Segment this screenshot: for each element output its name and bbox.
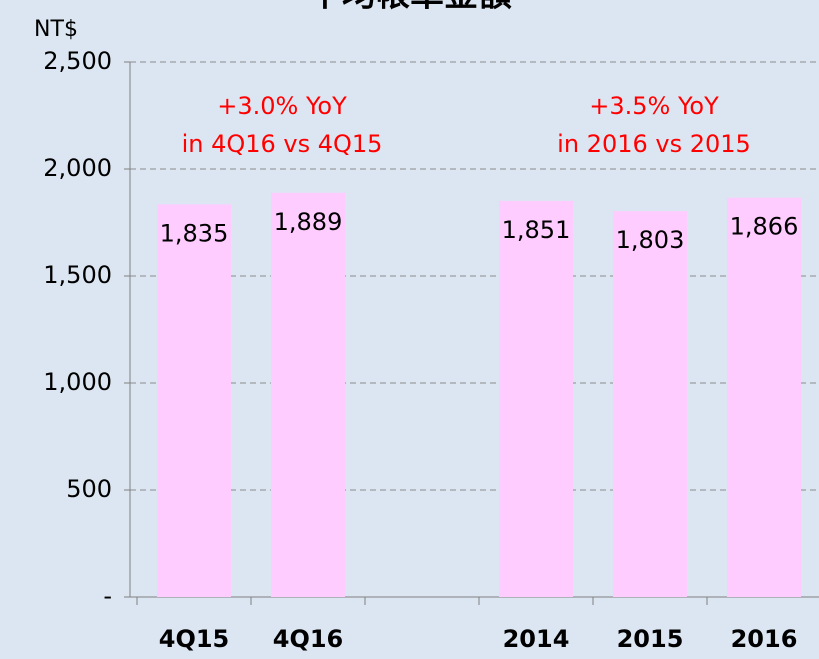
annotation: in 2016 vs 2015 xyxy=(557,130,751,158)
y-tick-label: 500 xyxy=(66,475,112,503)
data-label: 1,889 xyxy=(274,208,343,236)
chart-title: 平均帳單金額 xyxy=(308,0,512,15)
y-tick-label: 2,500 xyxy=(43,47,112,75)
bar xyxy=(157,204,231,597)
bar xyxy=(271,192,345,597)
x-tick-label: 4Q15 xyxy=(159,625,230,653)
y-tick-label: - xyxy=(103,582,112,610)
x-tick-label: 4Q16 xyxy=(273,625,344,653)
y-axis-label: NT$ xyxy=(34,17,78,42)
data-label: 1,803 xyxy=(616,226,685,254)
annotation: +3.0% YoY xyxy=(217,92,347,120)
y-tick-label: 1,000 xyxy=(43,368,112,396)
data-label: 1,851 xyxy=(502,216,571,244)
data-label: 1,835 xyxy=(160,219,229,247)
bar xyxy=(499,200,573,598)
x-tick-label: 2014 xyxy=(503,625,570,653)
annotation: +3.5% YoY xyxy=(589,92,719,120)
annotation: in 4Q16 vs 4Q15 xyxy=(182,130,383,158)
x-tick-label: 2016 xyxy=(731,625,798,653)
y-tick-label: 1,500 xyxy=(43,261,112,289)
y-tick-label: 2,000 xyxy=(43,154,112,182)
bar xyxy=(613,211,687,597)
x-tick-label: 2015 xyxy=(617,625,684,653)
bar xyxy=(727,197,801,597)
data-label: 1,866 xyxy=(730,213,799,241)
